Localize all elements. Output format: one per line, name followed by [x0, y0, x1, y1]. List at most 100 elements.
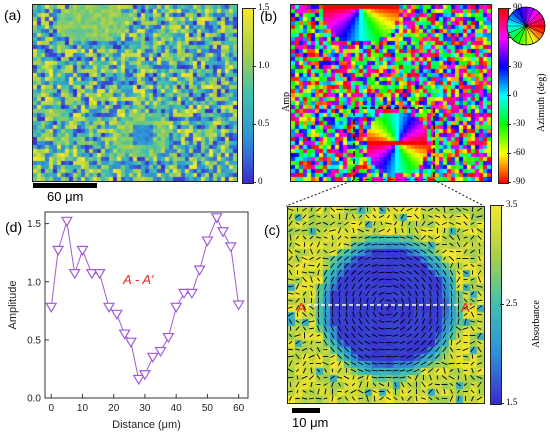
orientation-vector — [379, 298, 384, 303]
orientation-vector — [429, 311, 432, 318]
hue-wheel-segment — [513, 9, 526, 26]
orientation-vector — [324, 368, 327, 373]
orientation-vector — [365, 318, 370, 325]
chart-x-tick-label: 50 — [202, 403, 214, 414]
orientation-vector — [372, 214, 377, 219]
orientation-vectors — [287, 206, 483, 402]
orientation-vector — [357, 270, 364, 275]
orientation-vector — [344, 263, 349, 268]
orientation-vector — [463, 298, 468, 303]
orientation-vector — [308, 221, 315, 226]
orientation-vector — [337, 339, 342, 346]
orientation-vector — [428, 241, 433, 248]
orientation-vector — [302, 341, 307, 344]
scalebar-a-label: 60 μm — [47, 189, 84, 204]
orientation-vector — [463, 221, 468, 226]
orientation-vector — [413, 354, 420, 359]
hue-wheel-segment — [508, 16, 526, 26]
orientation-vector — [345, 290, 348, 297]
orientation-vector — [470, 326, 475, 331]
orientation-vector — [302, 383, 307, 386]
orientation-vector — [302, 367, 307, 374]
orientation-vector — [407, 395, 412, 402]
orientation-vector — [295, 222, 300, 225]
orientation-vector — [413, 340, 420, 345]
orientation-vector — [420, 347, 427, 352]
chart-x-tick-label: 40 — [171, 403, 183, 414]
orientation-vector — [322, 361, 329, 366]
orientation-vector — [394, 214, 397, 219]
orientation-vector — [344, 390, 349, 393]
orientation-vector — [399, 326, 406, 331]
orientation-vector — [455, 326, 462, 331]
orientation-vector — [330, 269, 335, 276]
colorbar-tick-label: 2.5 — [506, 298, 518, 308]
orientation-vector — [350, 340, 357, 345]
orientation-vector — [351, 214, 356, 219]
colorbar-tick-label: 90 — [513, 2, 522, 12]
orientation-vector — [394, 227, 397, 234]
orientation-vector — [350, 208, 357, 211]
orientation-vector — [427, 354, 434, 359]
orientation-vector — [288, 306, 293, 309]
profile-marker — [201, 236, 214, 247]
orientation-vector — [373, 207, 376, 212]
orientation-vector — [463, 305, 468, 310]
orientation-vector — [365, 214, 370, 219]
colorbar-tick-mark — [252, 66, 256, 67]
orientation-vector — [462, 327, 469, 330]
orientation-vector — [295, 278, 300, 281]
orientation-vector — [288, 228, 293, 233]
amplitude-profile-chart: 0 10 20 30 40 50 60 0.0 0.5 1.0 1.5 A - A' Distanc… — [7, 211, 249, 431]
orientation-vector — [394, 304, 397, 311]
chart-y-tick-label: 0.5 — [27, 335, 41, 346]
orientation-vector — [295, 305, 300, 310]
orientation-vector — [343, 256, 350, 261]
orientation-vector — [414, 333, 419, 338]
orientation-vector — [330, 375, 335, 380]
orientation-vector — [414, 276, 419, 283]
orientation-vector — [476, 305, 483, 310]
orientation-vector — [401, 389, 404, 394]
orientation-vector — [365, 311, 370, 318]
orientation-vector — [309, 285, 314, 288]
orientation-vector — [288, 285, 293, 288]
orientation-vector — [463, 249, 468, 254]
orientation-vector — [323, 236, 328, 239]
orientation-vector — [476, 362, 483, 365]
orientation-vector — [449, 369, 454, 372]
panel-d-letter: (d) — [5, 219, 23, 235]
orientation-vector — [477, 340, 482, 345]
orientation-vector — [406, 361, 413, 366]
colorbar-tick-mark — [500, 205, 504, 206]
orientation-vector — [385, 320, 392, 323]
orientation-vector — [443, 297, 446, 304]
orientation-vector — [316, 334, 321, 337]
orientation-vector — [295, 255, 300, 262]
orientation-vector — [371, 341, 378, 344]
orientation-vector — [399, 362, 406, 365]
hue-wheel-segment — [526, 13, 543, 26]
orientation-vector — [310, 367, 313, 374]
orientation-vector — [350, 347, 357, 352]
orientation-vector — [435, 243, 440, 246]
orientation-vector — [422, 290, 425, 297]
panel-b-letter: (b) — [260, 8, 278, 24]
orientation-vector — [449, 214, 454, 219]
orientation-vector — [450, 297, 453, 304]
hue-wheel-segment — [513, 26, 526, 43]
orientation-vector — [358, 236, 363, 239]
orientation-vector — [351, 270, 356, 275]
orientation-vector — [476, 215, 483, 218]
orientation-vector — [449, 332, 454, 339]
orientation-vector — [317, 318, 320, 325]
orientation-vector — [303, 304, 306, 311]
orientation-vector — [364, 277, 371, 282]
orientation-vector — [476, 396, 483, 401]
orientation-vector — [344, 339, 349, 346]
orientation-vector — [421, 208, 426, 211]
orientation-vector — [443, 353, 446, 360]
orientation-vector — [288, 360, 293, 367]
orientation-vector — [352, 311, 355, 318]
orientation-vector — [399, 284, 406, 289]
